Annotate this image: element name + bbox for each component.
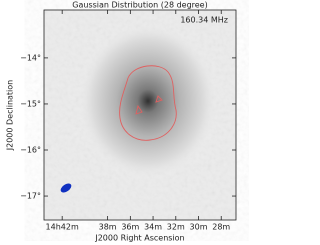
x-tick-label: 36m: [121, 223, 139, 232]
beam: [60, 183, 72, 193]
y-tick-label: −15°: [20, 99, 41, 108]
y-tick-label: −16°: [20, 146, 41, 155]
x-tick-label: 32m: [167, 223, 185, 232]
x-tick-label: 34m: [144, 223, 162, 232]
y-axis-label: J2000 Declination: [6, 80, 15, 151]
x-axis-label: J2000 Right Ascension: [94, 234, 184, 243]
x-tick-label: 30m: [190, 223, 208, 232]
chart: Gaussian Distribution (28 degree) 160.34…: [6, 1, 237, 243]
y-tick-label: −17°: [20, 192, 41, 201]
x-tick-label: 28m: [212, 223, 230, 232]
annotation: 160.34 MHz: [180, 16, 228, 25]
plot-frame: [43, 9, 237, 221]
y-tick-label: −14°: [20, 53, 41, 62]
x-tick-label: 38m: [99, 223, 117, 232]
chart-title: Gaussian Distribution (28 degree): [72, 1, 207, 10]
contour: [119, 65, 177, 141]
emission: [78, 23, 218, 179]
x-tick-label: 14h42m: [46, 223, 79, 232]
